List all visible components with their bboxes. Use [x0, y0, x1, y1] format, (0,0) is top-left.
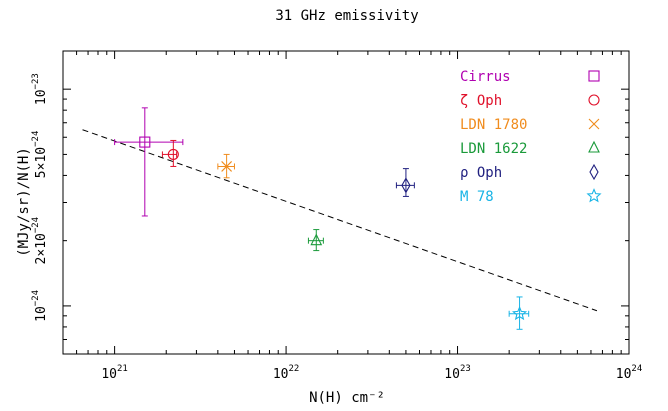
legend-label: ρ Oph [460, 165, 502, 181]
data-point-group [307, 229, 324, 252]
x-axis-label: N(H) cm⁻² [309, 390, 385, 406]
data-point-group [217, 153, 235, 179]
x-tick-label: 1021 [101, 364, 128, 382]
legend-marker-circle [588, 94, 600, 106]
x-tick-label: 1023 [444, 364, 471, 382]
legend-marker-cross [588, 118, 600, 130]
x-tick-label: 1024 [616, 364, 643, 382]
data-point-group [508, 296, 530, 330]
legend-label: LDN 1622 [460, 141, 527, 157]
ticks-layer: 1021 1022 1023 1024 10−24 2×10−24 5×10−24 10−23 [31, 51, 642, 382]
legend-label: LDN 1780 [460, 117, 527, 133]
data-point-circle [167, 148, 179, 160]
y-tick-label: 5×10−24 [31, 131, 49, 179]
plot-frame [62, 50, 630, 355]
y-tick-label: 10−24 [31, 290, 49, 322]
points-layer [114, 107, 530, 330]
y-tick-label: 2×10−24 [31, 217, 49, 265]
data-point-triangle [310, 233, 323, 246]
legend-label: Cirrus [460, 69, 511, 85]
y-tick-label-group: 10−23 [31, 73, 49, 105]
legend-marker-star [586, 188, 602, 203]
legend-marker-triangle [588, 140, 600, 153]
y-tick-label-group: 2×10−24 [31, 217, 49, 265]
data-point-star [512, 305, 528, 321]
data-point-square [139, 136, 151, 148]
data-point-group [395, 168, 415, 197]
y-tick-label: 10−23 [31, 73, 49, 105]
chart-title: 31 GHz emissivity [275, 8, 418, 24]
x-tick-label: 1022 [273, 364, 300, 382]
y-tick-label-group: 10−24 [31, 290, 49, 322]
data-point-group [161, 139, 179, 167]
legend: Cirrus ζ Oph LDN 1780 LDN 1622 ρ Oph M 78 [460, 69, 602, 205]
legend-label: M 78 [460, 189, 494, 205]
legend-marker-square [588, 70, 600, 82]
data-point-cross [221, 161, 233, 172]
fit-line-layer [82, 129, 598, 312]
legend-marker-diamond [589, 163, 599, 181]
data-point-group [114, 107, 184, 217]
legend-label: ζ Oph [460, 93, 502, 109]
fit-line [82, 129, 598, 312]
y-tick-label-group: 5×10−24 [31, 131, 49, 179]
y-axis-label: (MJy/sr)/N(H) [16, 147, 32, 257]
data-point-diamond [401, 177, 411, 194]
